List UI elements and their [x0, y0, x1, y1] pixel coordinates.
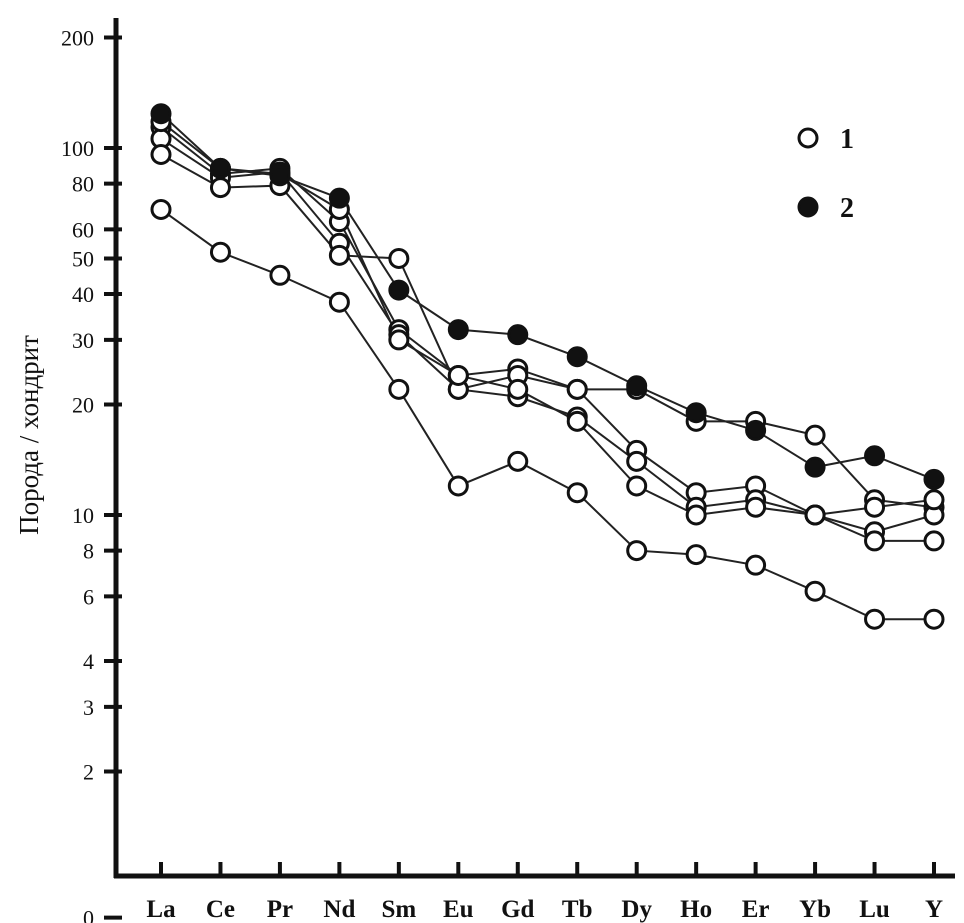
- y-tick-label: 200: [61, 26, 94, 51]
- data-point-open: [447, 475, 469, 497]
- data-point-open: [923, 489, 945, 511]
- x-tick-label: Sm: [381, 896, 416, 923]
- y-tick-label: 100: [61, 136, 94, 161]
- legend-marker-filled: [797, 196, 819, 218]
- y-tick-label: 2: [83, 760, 94, 785]
- data-point-filled: [566, 346, 588, 368]
- x-tick-label: Gd: [501, 896, 534, 923]
- data-point-open: [209, 177, 231, 199]
- y-tick-label: 50: [72, 246, 94, 271]
- series-line: [160, 153, 934, 542]
- data-point-filled: [209, 157, 231, 179]
- legend-label: 2: [840, 193, 854, 224]
- x-tick-label: Yb: [799, 896, 831, 923]
- y-tick-label: 4: [83, 649, 94, 674]
- y-tick-label: 0: [83, 906, 94, 923]
- data-point-open: [566, 482, 588, 504]
- data-point-open: [804, 504, 826, 526]
- data-point-open: [328, 291, 350, 313]
- data-point-open: [864, 530, 886, 552]
- x-tick-label: Y: [925, 896, 943, 923]
- data-point-open: [447, 364, 469, 386]
- data-point-open: [864, 608, 886, 630]
- data-point-open: [566, 410, 588, 432]
- data-point-open: [685, 504, 707, 526]
- data-point-open: [150, 198, 172, 220]
- series-line: [160, 208, 934, 621]
- y-tick-label: 30: [72, 328, 94, 353]
- data-point-open: [388, 378, 410, 400]
- series-points: [150, 103, 945, 630]
- data-point-filled: [626, 375, 648, 397]
- data-point-open: [269, 264, 291, 286]
- series-line: [160, 112, 935, 481]
- data-point-open: [328, 244, 350, 266]
- y-tick-label: 3: [83, 695, 94, 720]
- data-point-open: [626, 540, 648, 562]
- x-tick-label: Lu: [859, 896, 890, 923]
- data-point-filled: [328, 187, 350, 209]
- data-point-open: [923, 530, 945, 552]
- data-point-open: [864, 496, 886, 518]
- data-point-filled: [447, 319, 469, 341]
- data-point-open: [507, 378, 529, 400]
- y-tick-label: 8: [83, 539, 94, 564]
- x-tick-label: Dy: [621, 896, 652, 923]
- x-tick-label: Ce: [206, 896, 235, 923]
- y-tick-label: 6: [83, 584, 94, 609]
- y-tick-label: 60: [72, 217, 94, 242]
- data-point-open: [388, 329, 410, 351]
- data-point-open: [745, 496, 767, 518]
- y-tick-label: 10: [72, 503, 94, 528]
- data-point-open: [626, 475, 648, 497]
- data-point-filled: [864, 445, 886, 467]
- data-point-filled: [923, 468, 945, 490]
- x-tick-label: Pr: [267, 896, 293, 923]
- x-axis-ticks: La Ce Pr Nd Sm Eu Gd Tb Dy Ho Er Yb Lu Y: [146, 862, 943, 923]
- legend: 12: [797, 124, 854, 224]
- axes: [113, 18, 955, 879]
- data-point-filled: [388, 279, 410, 301]
- data-point-open: [923, 608, 945, 630]
- data-point-filled: [685, 402, 707, 424]
- y-axis-title: Порода / хондрит: [14, 335, 44, 535]
- x-tick-label: La: [146, 896, 176, 923]
- data-point-open: [566, 378, 588, 400]
- data-point-open: [626, 450, 648, 472]
- data-point-open: [804, 580, 826, 602]
- x-tick-label: Nd: [323, 896, 355, 923]
- y-tick-label: 20: [72, 393, 94, 418]
- legend-label: 1: [840, 124, 854, 155]
- data-point-filled: [269, 165, 291, 187]
- x-tick-label: Eu: [443, 896, 474, 923]
- data-point-filled: [804, 456, 826, 478]
- data-point-filled: [507, 324, 529, 346]
- x-tick-label: Tb: [562, 896, 593, 923]
- y-tick-label: 40: [72, 282, 94, 307]
- data-point-open: [388, 247, 410, 269]
- legend-marker-open: [797, 127, 819, 149]
- data-point-open: [745, 554, 767, 576]
- data-point-filled: [745, 419, 767, 441]
- data-point-filled: [150, 103, 172, 125]
- x-tick-label: Er: [742, 896, 770, 923]
- x-tick-label: Ho: [680, 896, 712, 923]
- data-point-open: [507, 450, 529, 472]
- data-point-open: [150, 144, 172, 166]
- data-point-open: [209, 241, 231, 263]
- y-tick-label: 80: [72, 172, 94, 197]
- data-point-open: [804, 424, 826, 446]
- data-point-open: [685, 544, 707, 566]
